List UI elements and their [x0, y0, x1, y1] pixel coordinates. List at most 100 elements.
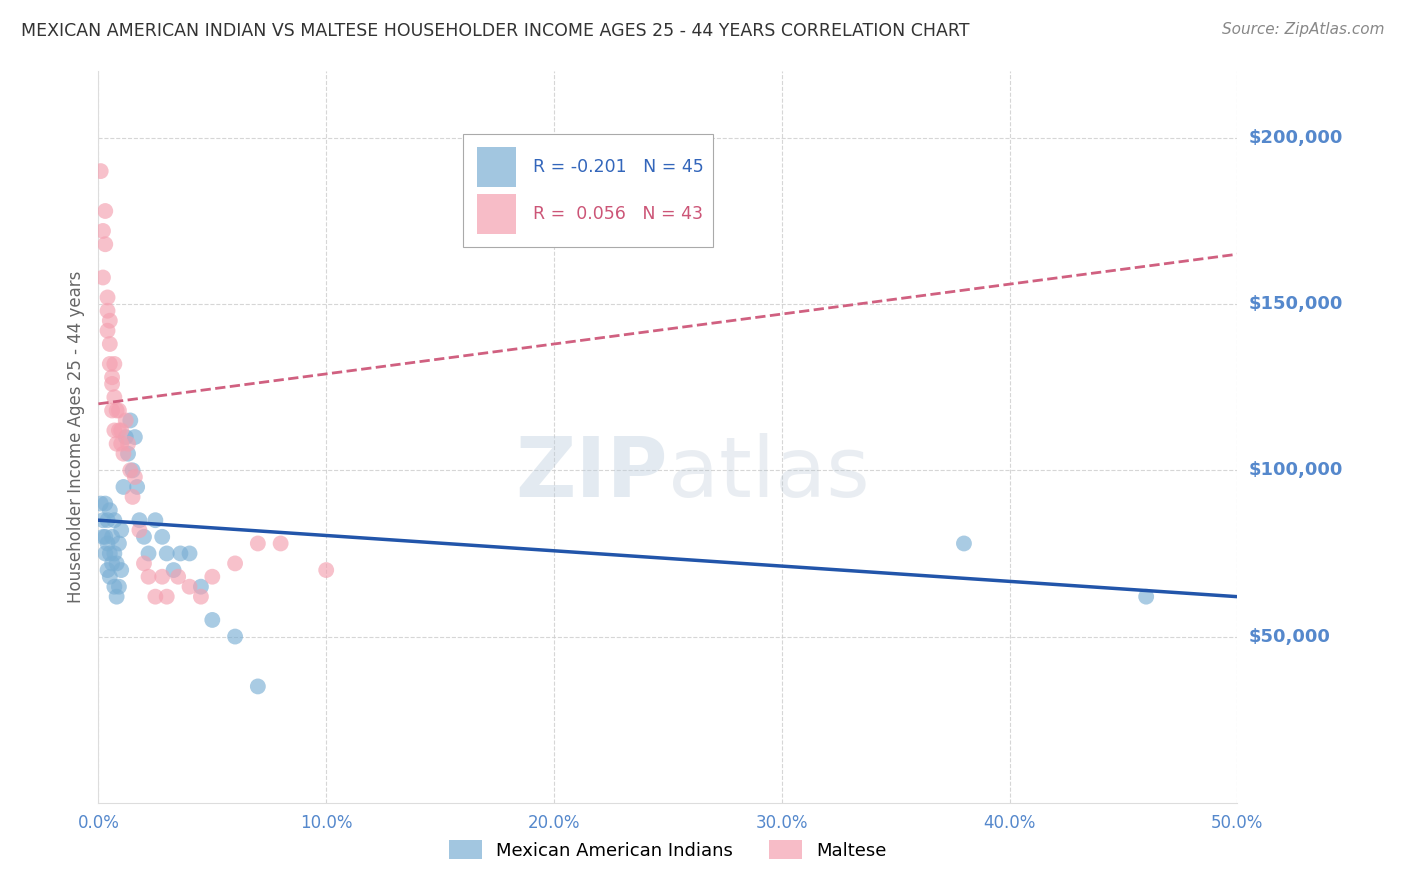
- FancyBboxPatch shape: [477, 146, 516, 187]
- Point: [98, 357, 121, 371]
- Point: [114, 430, 136, 444]
- Point: [91, 224, 114, 238]
- Point: [94, 497, 117, 511]
- Point: [145, 513, 167, 527]
- FancyBboxPatch shape: [463, 134, 713, 247]
- Text: Source: ZipAtlas.com: Source: ZipAtlas.com: [1222, 22, 1385, 37]
- Point: [108, 403, 131, 417]
- Point: [98, 314, 121, 328]
- Point: [1135, 590, 1157, 604]
- Point: [156, 546, 179, 560]
- Point: [201, 570, 224, 584]
- Point: [179, 546, 201, 560]
- Point: [132, 557, 155, 571]
- Point: [98, 337, 121, 351]
- Point: [953, 536, 976, 550]
- Point: [315, 563, 337, 577]
- Point: [91, 270, 114, 285]
- Point: [91, 530, 114, 544]
- Point: [110, 424, 132, 438]
- Point: [121, 463, 143, 477]
- Text: $200,000: $200,000: [1249, 128, 1343, 147]
- Text: atlas: atlas: [668, 434, 869, 514]
- Point: [101, 376, 124, 391]
- Point: [98, 503, 121, 517]
- Point: [224, 630, 246, 644]
- Point: [94, 237, 117, 252]
- Point: [145, 590, 167, 604]
- Point: [103, 390, 125, 404]
- Point: [127, 480, 149, 494]
- Point: [105, 557, 128, 571]
- Point: [124, 470, 146, 484]
- Point: [108, 424, 131, 438]
- Point: [108, 580, 131, 594]
- Text: 20.0%: 20.0%: [527, 814, 581, 832]
- Point: [90, 497, 112, 511]
- Point: [150, 530, 173, 544]
- Point: [94, 204, 117, 219]
- Point: [110, 563, 132, 577]
- Text: $150,000: $150,000: [1249, 295, 1343, 313]
- Point: [121, 490, 143, 504]
- Point: [90, 164, 112, 178]
- Point: [101, 530, 124, 544]
- Point: [138, 570, 160, 584]
- Point: [112, 447, 135, 461]
- Point: [96, 513, 118, 527]
- FancyBboxPatch shape: [477, 194, 516, 234]
- Point: [103, 513, 125, 527]
- Point: [94, 546, 117, 560]
- Point: [128, 523, 150, 537]
- Point: [120, 413, 142, 427]
- Point: [117, 447, 139, 461]
- Point: [101, 370, 124, 384]
- Point: [103, 357, 125, 371]
- Text: $50,000: $50,000: [1249, 628, 1330, 646]
- Text: R = -0.201   N = 45: R = -0.201 N = 45: [533, 158, 704, 176]
- Point: [112, 480, 135, 494]
- Point: [179, 580, 201, 594]
- Text: R =  0.056   N = 43: R = 0.056 N = 43: [533, 204, 703, 223]
- Point: [110, 436, 132, 450]
- Text: MEXICAN AMERICAN INDIAN VS MALTESE HOUSEHOLDER INCOME AGES 25 - 44 YEARS CORRELA: MEXICAN AMERICAN INDIAN VS MALTESE HOUSE…: [21, 22, 970, 40]
- Point: [101, 403, 124, 417]
- Point: [169, 546, 191, 560]
- Point: [150, 570, 173, 584]
- Point: [101, 557, 124, 571]
- Point: [114, 413, 136, 427]
- Point: [96, 536, 118, 550]
- Point: [105, 403, 128, 417]
- Point: [120, 463, 142, 477]
- Point: [156, 590, 179, 604]
- Point: [94, 530, 117, 544]
- Point: [96, 563, 118, 577]
- Point: [96, 290, 118, 304]
- Point: [110, 523, 132, 537]
- Point: [224, 557, 246, 571]
- Point: [246, 680, 269, 694]
- Point: [96, 324, 118, 338]
- Text: 40.0%: 40.0%: [983, 814, 1036, 832]
- Point: [103, 580, 125, 594]
- Text: 30.0%: 30.0%: [755, 814, 808, 832]
- Point: [98, 570, 121, 584]
- Y-axis label: Householder Income Ages 25 - 44 years: Householder Income Ages 25 - 44 years: [66, 271, 84, 603]
- Point: [124, 430, 146, 444]
- Text: ZIP: ZIP: [516, 434, 668, 514]
- Point: [162, 563, 184, 577]
- Point: [108, 536, 131, 550]
- Point: [246, 536, 269, 550]
- Point: [128, 513, 150, 527]
- Legend: Mexican American Indians, Maltese: Mexican American Indians, Maltese: [441, 833, 894, 867]
- Point: [190, 580, 212, 594]
- Point: [201, 613, 224, 627]
- Point: [105, 590, 128, 604]
- Text: 10.0%: 10.0%: [299, 814, 353, 832]
- Point: [270, 536, 292, 550]
- Point: [132, 530, 155, 544]
- Point: [98, 546, 121, 560]
- Point: [117, 436, 139, 450]
- Text: $100,000: $100,000: [1249, 461, 1343, 479]
- Point: [138, 546, 160, 560]
